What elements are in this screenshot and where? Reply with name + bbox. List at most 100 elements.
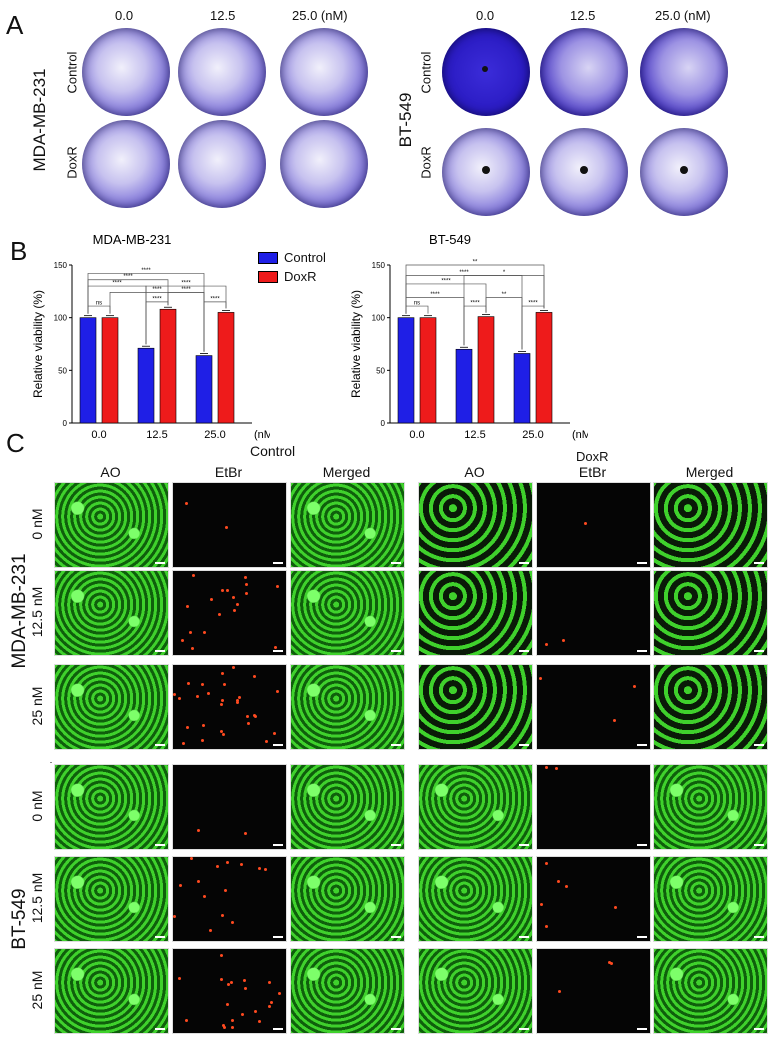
- etbr-image: [536, 948, 651, 1034]
- dose-row-label: 0 nM: [29, 790, 45, 822]
- etbr-dot: [225, 526, 228, 529]
- x-tick-label: 12.5: [146, 429, 167, 441]
- etbr-dot: [231, 921, 234, 924]
- merged-image: [653, 482, 768, 568]
- significance-label: ****: [181, 281, 191, 287]
- legend-item-control: Control: [258, 250, 326, 265]
- scale-bar: [637, 844, 647, 846]
- y-axis-label: Relative viability (%): [349, 290, 363, 398]
- etbr-dot: [231, 1026, 234, 1029]
- merged-image: [653, 664, 768, 750]
- etbr-dot: [276, 585, 279, 588]
- etbr-dot: [539, 677, 542, 680]
- etbr-dot: [254, 1010, 257, 1013]
- chart-title: BT-549: [429, 232, 471, 247]
- etbr-dot: [232, 666, 235, 669]
- scale-bar: [754, 562, 764, 564]
- chart-title: MDA-MB-231: [93, 232, 172, 247]
- ao-image: [418, 664, 533, 750]
- scale-bar: [754, 936, 764, 938]
- etbr-dot: [258, 867, 261, 870]
- scale-bar: [754, 844, 764, 846]
- etbr-dot: [221, 589, 224, 592]
- scale-bar: [519, 562, 529, 564]
- y-tick-label: 0: [381, 419, 386, 428]
- scale-bar: [273, 936, 283, 938]
- x-tick-label: 12.5: [464, 429, 485, 441]
- y-axis-label: Relative viability (%): [31, 290, 45, 398]
- panel-letter-c: C: [6, 428, 25, 458]
- bar-doxr: [535, 312, 553, 424]
- etbr-dot: [202, 724, 205, 727]
- significance-label: ****: [112, 281, 122, 287]
- significance-label: ****: [459, 270, 469, 276]
- etbr-dot: [185, 502, 188, 505]
- significance-label: ****: [181, 287, 191, 293]
- etbr-dot: [268, 981, 271, 984]
- etbr-dot: [246, 715, 249, 718]
- etbr-dot: [178, 977, 181, 980]
- bar-doxr: [159, 308, 177, 424]
- etbr-dot: [545, 862, 548, 865]
- row-label-doxr: DoxR: [64, 146, 80, 179]
- etbr-dot: [221, 672, 224, 675]
- merged-image: [290, 570, 405, 656]
- colony-dish-image: [82, 120, 170, 208]
- significance-label: **: [502, 292, 507, 298]
- etbr-dot: [224, 889, 227, 892]
- significance-bracket: [145, 285, 227, 345]
- ao-image: [418, 764, 533, 850]
- etbr-image: [536, 482, 651, 568]
- etbr-image: [536, 570, 651, 656]
- etbr-dot: [203, 895, 206, 898]
- group-label-doxr: DoxR: [576, 449, 609, 464]
- significance-label: ****: [528, 301, 538, 307]
- bar-chart-mda: MDA-MB-231 Relative viability (%) 0 50 100 15…: [31, 232, 270, 441]
- etbr-dot: [178, 697, 181, 700]
- dish-marker: [680, 166, 688, 174]
- ao-image: [54, 664, 169, 750]
- scale-bar: [273, 1028, 283, 1030]
- cell-line-label: BT-549: [9, 888, 30, 950]
- etbr-dot: [190, 857, 193, 860]
- etbr-dot: [236, 699, 239, 702]
- etbr-dot: [258, 1020, 261, 1023]
- etbr-image: [536, 856, 651, 942]
- etbr-dot: [201, 739, 204, 742]
- etbr-dot: [243, 979, 246, 982]
- significance-label: ****: [470, 301, 480, 307]
- scale-bar: [273, 844, 283, 846]
- ao-image: [54, 856, 169, 942]
- colony-dish-image: [280, 28, 368, 116]
- etbr-dot: [233, 609, 236, 612]
- scale-bar: [637, 1028, 647, 1030]
- etbr-dot: [226, 589, 229, 592]
- dose-row-label: 12.5 nM: [29, 586, 45, 638]
- etbr-dot: [253, 714, 256, 717]
- scale-bar: [155, 562, 165, 564]
- etbr-dot: [545, 925, 548, 928]
- significance-label: ****: [141, 268, 151, 274]
- etbr-dot: [220, 954, 223, 957]
- scale-bar: [519, 744, 529, 746]
- dose-row-label: 12.5 nM: [29, 872, 45, 924]
- etbr-dot: [207, 692, 210, 695]
- cell-line-label: MDA-MB-231: [9, 553, 30, 669]
- colony-dish-image: [640, 28, 728, 116]
- y-tick-label: 100: [54, 314, 68, 323]
- etbr-dot: [236, 603, 239, 606]
- significance-bracket: [405, 305, 429, 314]
- etbr-dot: [182, 742, 185, 745]
- etbr-dot: [223, 683, 226, 686]
- etbr-dot: [185, 1019, 188, 1022]
- dose-row-label: 25 nM: [29, 686, 45, 726]
- legend-label-control: Control: [284, 250, 326, 265]
- etbr-image: [172, 664, 287, 750]
- bar-control: [397, 317, 415, 424]
- etbr-image: [172, 764, 287, 850]
- scale-bar: [155, 650, 165, 652]
- etbr-dot: [270, 1001, 273, 1004]
- ao-image: [418, 948, 533, 1034]
- significance-label: ****: [152, 287, 162, 293]
- significance-bracket: [87, 305, 111, 314]
